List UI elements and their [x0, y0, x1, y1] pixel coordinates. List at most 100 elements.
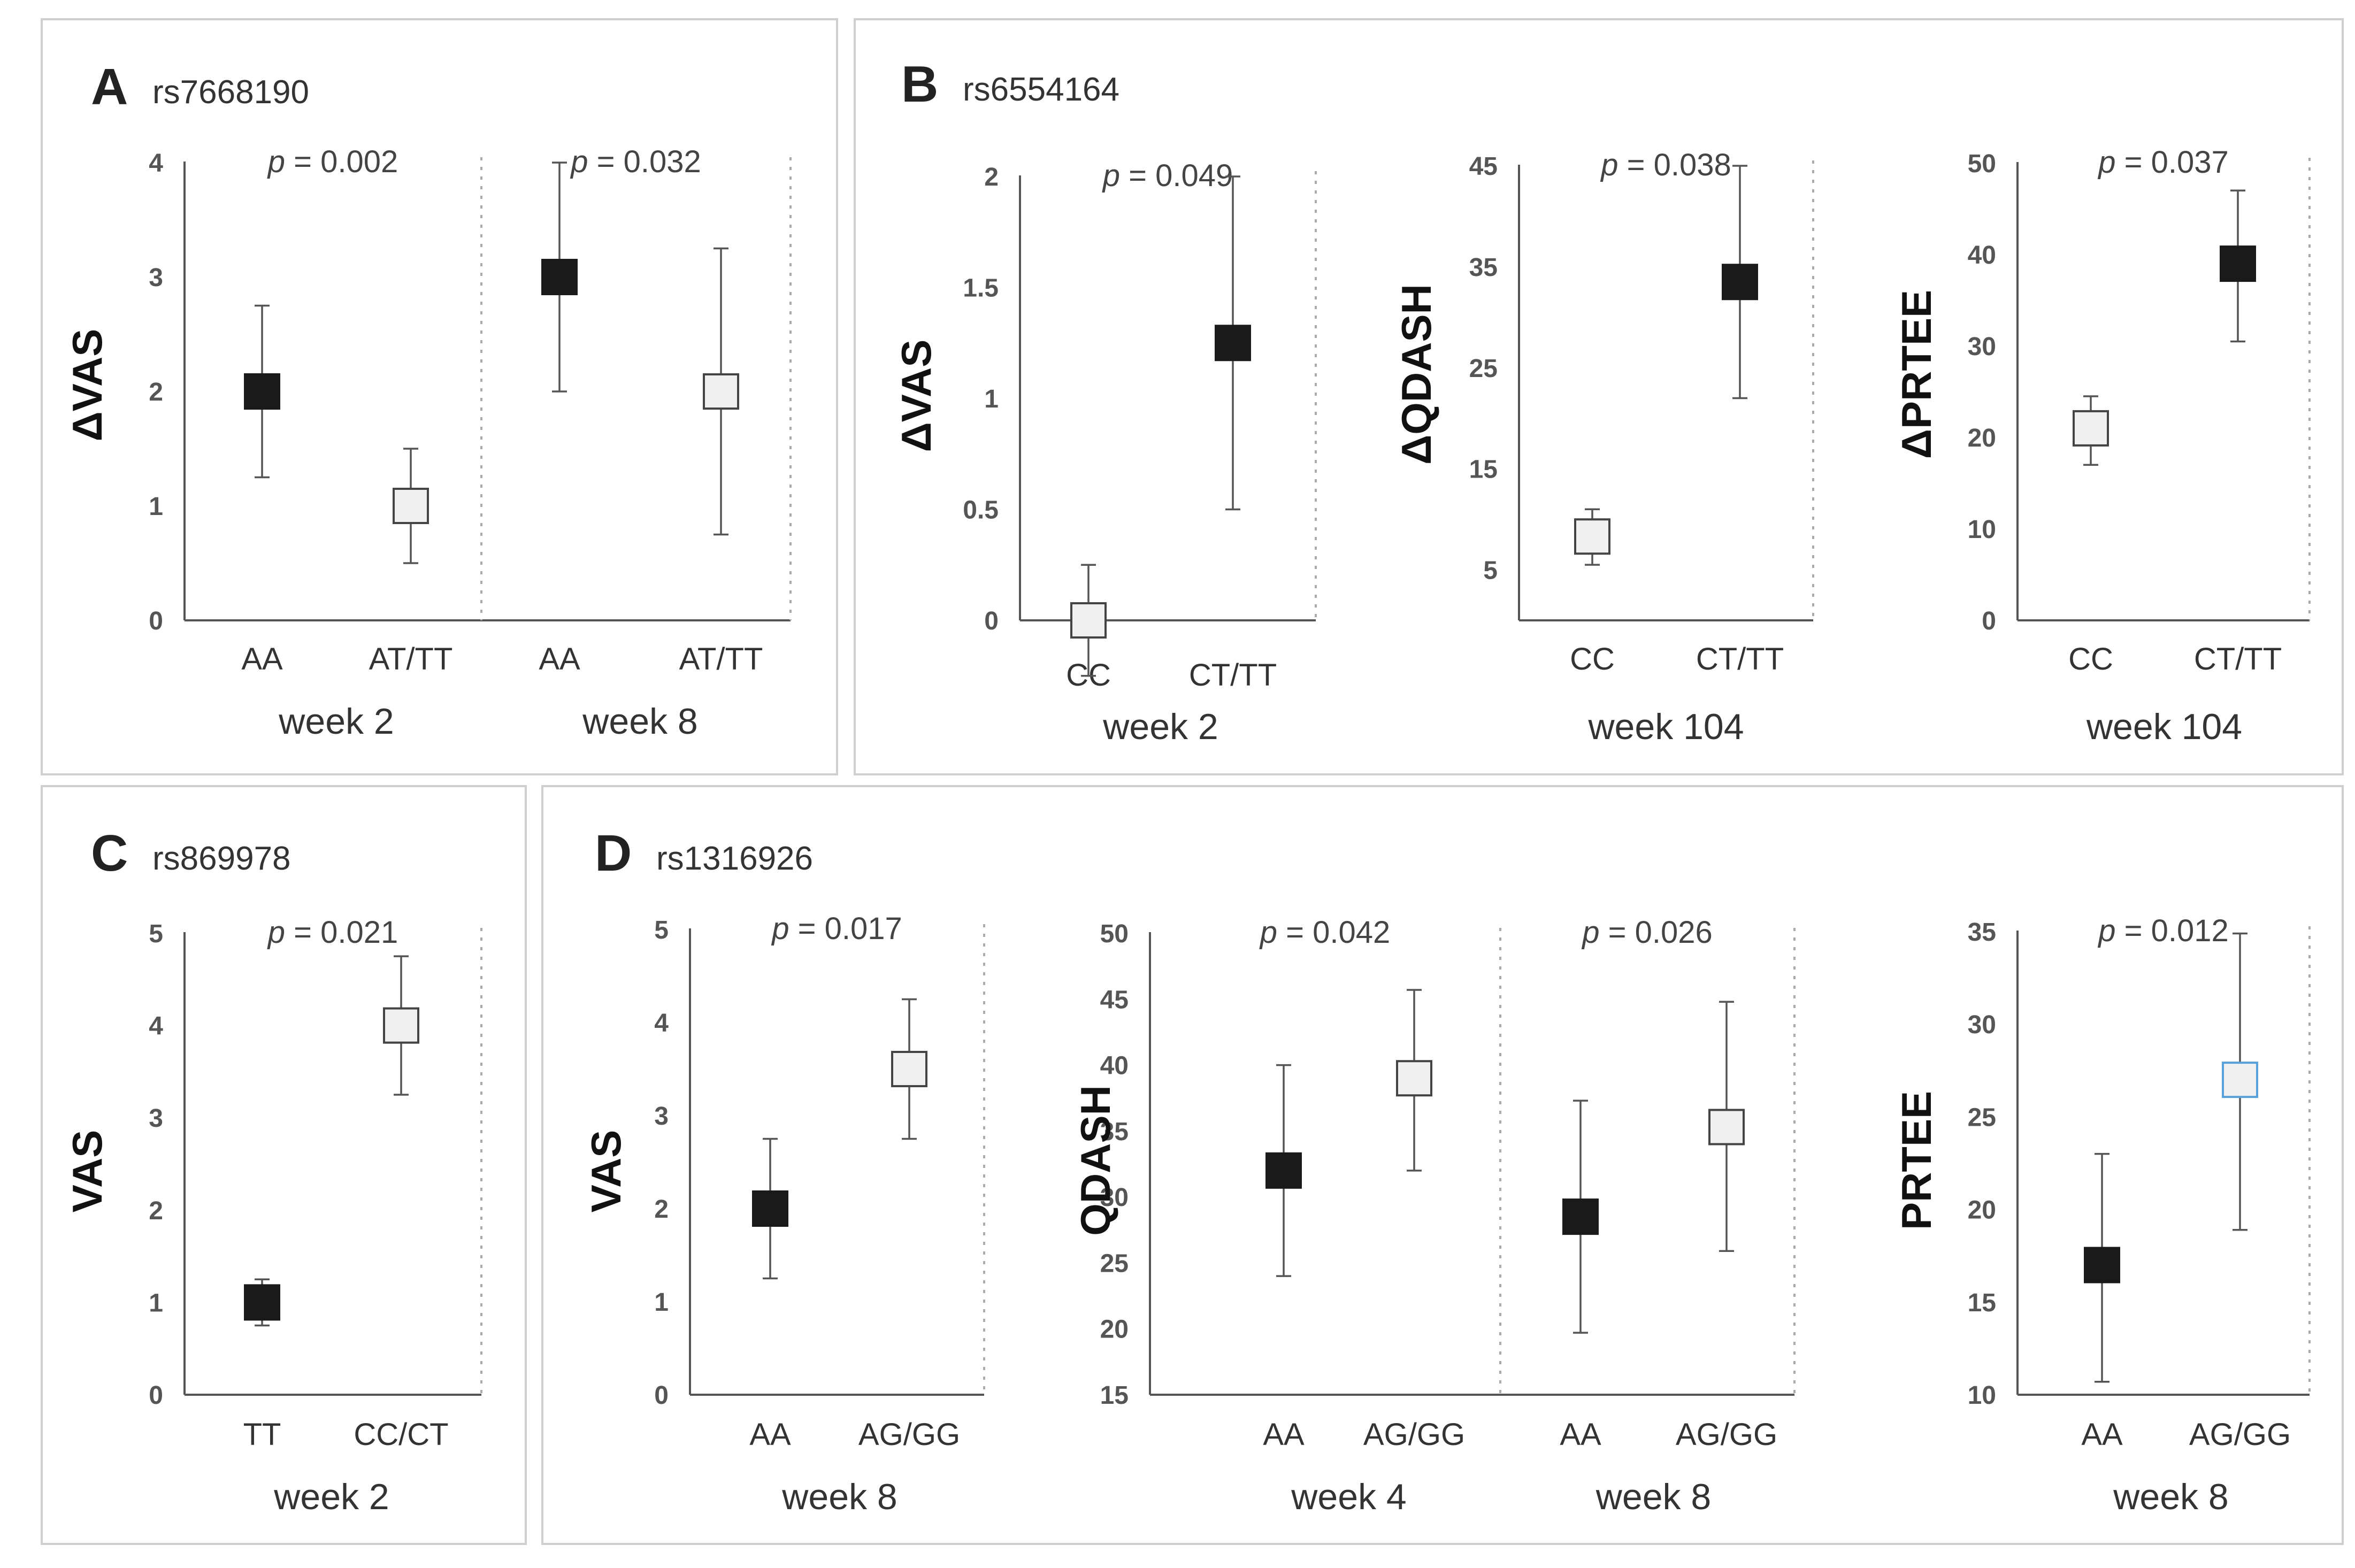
chart-a1: 0 1 2 3 4 ΔVAS p = 0.002 AA AT/TT week 2 p = 0.032…: [64, 144, 792, 742]
y-tick-label: 3: [149, 264, 163, 292]
y-tick-label: 2: [149, 1197, 163, 1225]
y-tick-label: 25: [1469, 355, 1498, 383]
y-tick-label: 35: [1100, 1118, 1129, 1146]
y-tick-label: 30: [1100, 1183, 1129, 1212]
y-tick-label: 30: [1968, 1011, 1996, 1039]
mean-marker-ct-tt: [1722, 264, 1758, 301]
x-category-label: AA: [539, 642, 580, 677]
x-category-label: CC: [2068, 642, 2113, 677]
panel-c-letter: C: [91, 825, 128, 882]
chart-d3: 10 15 20 25 30 35 PRTEE p = 0.012 AA AG/GG week 8: [1893, 913, 2311, 1517]
panel-d-snp: rs1316926: [656, 840, 813, 877]
x-category-label: AT/TT: [679, 642, 763, 677]
y-tick-label: 2: [984, 163, 999, 191]
panel-b-letter: B: [901, 56, 938, 113]
y-tick-label: 50: [1100, 920, 1129, 948]
x-category-label: AA: [1263, 1417, 1305, 1452]
mean-marker-ag-gg: [1396, 1060, 1432, 1097]
y-axis-label: ΔPRTEE: [1893, 290, 1940, 459]
y-tick-label: 5: [654, 916, 669, 944]
y-tick-label: 0.5: [963, 496, 999, 525]
panel-d-letter: D: [595, 825, 632, 882]
x-category-label: CT/TT: [1189, 658, 1277, 693]
y-tick-label: 1: [984, 385, 999, 413]
x-category-label: AA: [1560, 1417, 1601, 1452]
panel-b-snp: rs6554164: [963, 71, 1119, 108]
y-tick-label: 4: [149, 149, 163, 178]
y-axis-label: ΔVAS: [64, 329, 111, 442]
panel-a-letter: A: [91, 58, 128, 116]
y-tick-label: 1: [654, 1288, 669, 1317]
y-tick-label: 3: [149, 1104, 163, 1133]
y-tick-label: 3: [654, 1102, 669, 1131]
x-category-label: TT: [243, 1417, 281, 1452]
y-tick-label: 15: [1968, 1289, 1996, 1317]
x-category-label: CT/TT: [1696, 642, 1784, 677]
x-group-label: week 4: [1291, 1477, 1406, 1517]
mean-marker-aa: [1265, 1152, 1302, 1189]
y-tick-label: 0: [149, 607, 163, 635]
mean-marker-ct-tt: [1215, 325, 1251, 362]
y-axis-label: VAS: [582, 1130, 630, 1213]
panel-a-snp: rs7668190: [152, 74, 309, 111]
y-tick-label: 45: [1469, 152, 1498, 181]
y-axis-label: ΔVAS: [893, 340, 940, 452]
x-group-label: week 104: [2086, 706, 2242, 747]
panel-d-frame: [541, 785, 2344, 1545]
p-value-label: p = 0.037: [2097, 145, 2229, 180]
y-tick-label: 25: [1968, 1103, 1996, 1132]
x-group-label: week 2: [1102, 706, 1218, 747]
y-axis-label: ΔQDASH: [1393, 284, 1440, 465]
y-tick-label: 0: [149, 1381, 163, 1410]
y-axis-label: QDASH: [1072, 1085, 1119, 1236]
p-value-label: p = 0.002: [267, 144, 398, 179]
mean-marker-ag-gg: [891, 1051, 927, 1087]
y-tick-label: 5: [149, 920, 163, 948]
x-category-label: AG/GG: [2189, 1417, 2291, 1452]
p-value-label: p = 0.042: [1259, 915, 1391, 950]
mean-marker-aa: [2084, 1247, 2120, 1283]
x-category-label: CC: [1570, 642, 1615, 677]
y-tick-label: 35: [1968, 918, 1996, 947]
p-value-label: p = 0.021: [267, 915, 398, 950]
x-category-label: AA: [241, 642, 283, 677]
mean-marker-aa: [752, 1190, 788, 1227]
mean-marker-cc-ct: [383, 1007, 419, 1044]
y-tick-label: 40: [1968, 241, 1996, 270]
panel-b-frame: [854, 18, 2344, 775]
p-value-label: p = 0.012: [2097, 913, 2229, 948]
chart-b3: 0 10 20 30 40 50 ΔPRTEE p = 0.037 CC CT/TT week 10…: [1893, 145, 2311, 747]
x-category-label: CC/CT: [354, 1417, 448, 1452]
mean-marker-ag-gg: [1708, 1109, 1745, 1146]
p-value-label: p = 0.026: [1581, 915, 1713, 950]
y-tick-label: 20: [1968, 424, 1996, 452]
y-tick-label: 15: [1469, 456, 1498, 484]
y-axis-label: VAS: [64, 1130, 111, 1213]
mean-marker-aa: [541, 259, 578, 295]
mean-marker-aa: [1562, 1198, 1599, 1235]
chart-d2: 15 20 25 30 35 40 45 50 QDASH p = 0.042 AA AG/GG wee…: [1072, 915, 1796, 1517]
x-category-label: AT/TT: [369, 642, 453, 677]
x-group-label: week 8: [2113, 1477, 2228, 1517]
p-value-label: p = 0.038: [1600, 148, 1731, 182]
x-category-label: CT/TT: [2194, 642, 2282, 677]
mean-marker-at-tt: [703, 373, 739, 410]
chart-b2: 5 15 25 35 45 ΔQDASH p = 0.038 CC CT/TT week 104: [1393, 148, 1814, 747]
mean-marker-tt: [244, 1284, 280, 1321]
y-tick-label: 15: [1100, 1381, 1129, 1410]
y-tick-label: 0: [1982, 607, 1996, 635]
panel-c-frame: [41, 785, 527, 1545]
y-tick-label: 20: [1100, 1316, 1129, 1344]
y-tick-label: 0: [984, 607, 999, 635]
x-category-label: AA: [2081, 1417, 2123, 1452]
mean-marker-at-tt: [393, 488, 429, 524]
y-tick-label: 10: [1968, 516, 1996, 544]
y-tick-label: 30: [1968, 333, 1996, 361]
x-group-label: week 2: [278, 701, 394, 742]
mean-marker-aa: [244, 373, 280, 410]
y-tick-label: 4: [654, 1009, 669, 1037]
y-tick-label: 2: [149, 378, 163, 406]
mean-marker-cc: [2073, 410, 2109, 447]
y-tick-label: 1: [149, 1289, 163, 1317]
